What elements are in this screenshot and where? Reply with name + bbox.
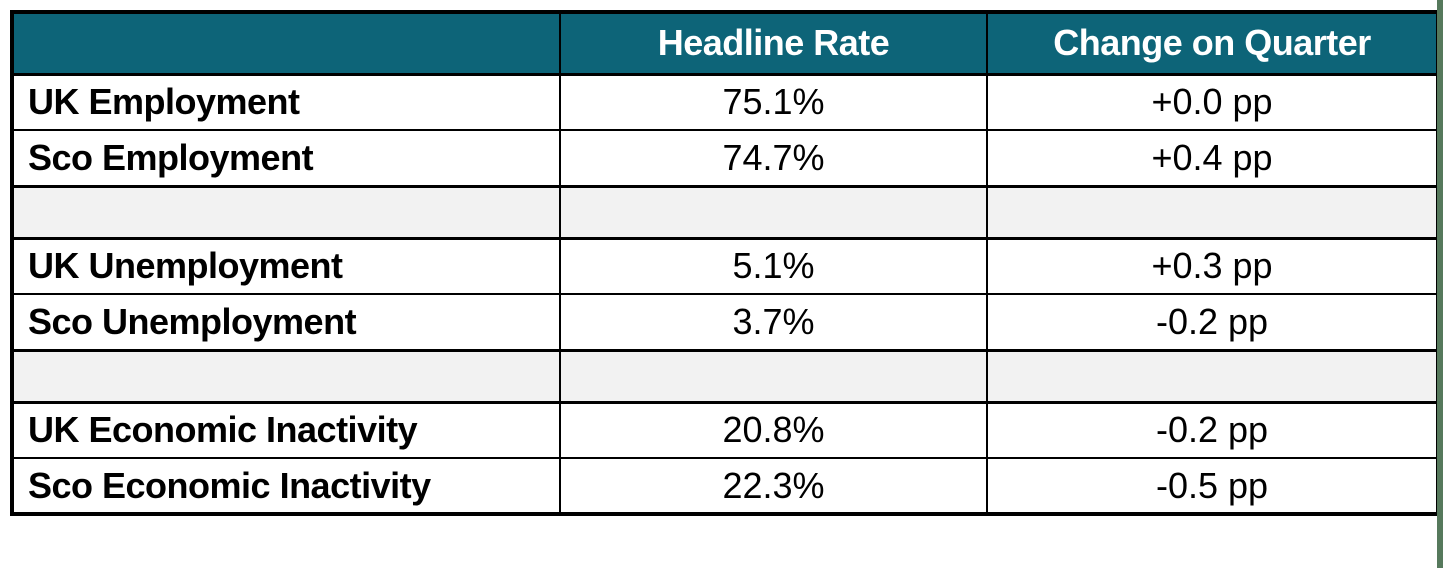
row-label: UK Economic Inactivity bbox=[11, 401, 561, 459]
green-edge-strip bbox=[1437, 0, 1443, 568]
table-body: UK Employment 75.1% +0.0 pp Sco Employment 7… bbox=[11, 73, 1439, 515]
headline-rate-value: 74.7% bbox=[559, 129, 988, 187]
table-row: UK Economic Inactivity 20.8% -0.2 pp bbox=[11, 401, 1439, 459]
header-cell-change-on-quarter: Change on Quarter bbox=[986, 11, 1439, 76]
row-label: Sco Unemployment bbox=[11, 293, 561, 351]
table-row: Sco Unemployment 3.7% -0.2 pp bbox=[11, 293, 1439, 351]
spacer-cell bbox=[11, 184, 561, 240]
table-row: UK Employment 75.1% +0.0 pp bbox=[11, 73, 1439, 131]
spacer-cell bbox=[559, 348, 988, 404]
table-row: Sco Employment 74.7% +0.4 pp bbox=[11, 129, 1439, 187]
row-label: Sco Employment bbox=[11, 129, 561, 187]
headline-rate-value: 5.1% bbox=[559, 237, 988, 295]
spacer-row bbox=[11, 348, 1439, 404]
headline-rate-value: 20.8% bbox=[559, 401, 988, 459]
spacer-row bbox=[11, 184, 1439, 240]
change-on-quarter-value: +0.0 pp bbox=[986, 73, 1439, 131]
header-row: Headline Rate Change on Quarter bbox=[11, 11, 1439, 76]
spacer-cell bbox=[11, 348, 561, 404]
labour-market-stats-table: Headline Rate Change on Quarter UK Emplo… bbox=[10, 10, 1440, 516]
spacer-cell bbox=[986, 184, 1439, 240]
table-row: UK Unemployment 5.1% +0.3 pp bbox=[11, 237, 1439, 295]
header-cell-headline-rate: Headline Rate bbox=[559, 11, 988, 76]
headline-rate-value: 22.3% bbox=[559, 457, 988, 515]
spacer-cell bbox=[559, 184, 988, 240]
change-on-quarter-value: -0.2 pp bbox=[986, 293, 1439, 351]
headline-rate-value: 75.1% bbox=[559, 73, 988, 131]
row-label: UK Unemployment bbox=[11, 237, 561, 295]
header-cell-empty bbox=[11, 11, 561, 76]
row-label: Sco Economic Inactivity bbox=[11, 457, 561, 515]
change-on-quarter-value: +0.3 pp bbox=[986, 237, 1439, 295]
change-on-quarter-value: -0.2 pp bbox=[986, 401, 1439, 459]
change-on-quarter-value: -0.5 pp bbox=[986, 457, 1439, 515]
change-on-quarter-value: +0.4 pp bbox=[986, 129, 1439, 187]
headline-rate-value: 3.7% bbox=[559, 293, 988, 351]
row-label: UK Employment bbox=[11, 73, 561, 131]
table-row: Sco Economic Inactivity 22.3% -0.5 pp bbox=[11, 457, 1439, 515]
spacer-cell bbox=[986, 348, 1439, 404]
